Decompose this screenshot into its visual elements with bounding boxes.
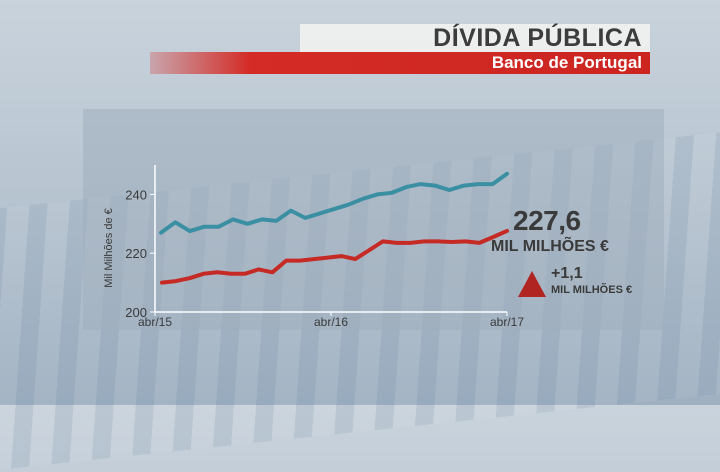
current-debt-value: 227,6: [513, 205, 581, 236]
series-line-1: [159, 171, 509, 235]
y-axis-label: Mil Milhões de €: [103, 208, 115, 287]
chart-axes: [150, 165, 508, 316]
y-tick-label: 220: [125, 246, 147, 261]
line-chart: 200 220 240 abr/15 abr/16 abr/17 Mil Milhões d…: [103, 165, 525, 329]
increase-triangle-icon: [518, 271, 546, 297]
page-subtitle: Banco de Portugal: [491, 53, 642, 72]
x-tick-label: abr/16: [314, 315, 348, 329]
page-title: DÍVIDA PÚBLICA: [433, 24, 642, 52]
x-tick-label: abr/17: [490, 315, 524, 329]
chart-panel: [83, 109, 664, 330]
y-tick-label: 240: [125, 187, 147, 202]
subtitle-bar: [150, 52, 650, 74]
series-line-2: [160, 228, 509, 285]
debt-change-unit: MIL MILHÕES €: [551, 284, 633, 296]
chart-series-layer: [159, 171, 509, 285]
y-tick-label: 200: [125, 305, 147, 320]
chart-labels: 200 220 240 abr/15 abr/16 abr/17 Mil Milhões d…: [103, 187, 524, 329]
title-bar: [300, 24, 650, 52]
current-debt-unit: MIL MILHÕES €: [491, 238, 609, 255]
debt-change-value: +1,1: [551, 265, 583, 282]
x-tick-label: abr/15: [138, 315, 172, 329]
